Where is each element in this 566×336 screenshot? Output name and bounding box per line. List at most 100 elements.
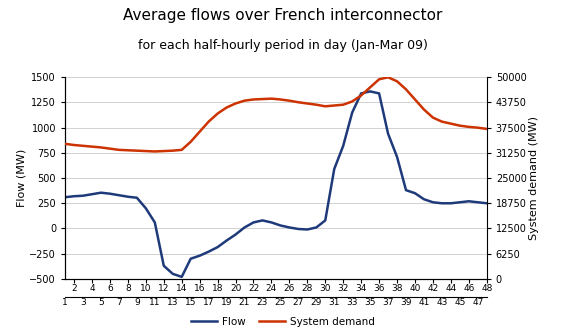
Flow [385, 132, 392, 136]
Flow [268, 220, 275, 224]
Flow [277, 223, 284, 227]
System demand [160, 149, 167, 153]
Flow [187, 257, 194, 261]
System demand [430, 116, 436, 120]
System demand [448, 122, 454, 126]
Flow [411, 191, 418, 195]
System demand [71, 143, 78, 147]
System demand [331, 103, 338, 108]
System demand [340, 103, 346, 107]
Line: System demand: System demand [65, 77, 487, 152]
Flow [448, 201, 454, 205]
System demand [259, 97, 266, 101]
Flow [125, 195, 131, 199]
Flow [115, 193, 122, 197]
System demand [169, 149, 176, 153]
Flow [376, 91, 383, 95]
Flow [483, 201, 490, 205]
System demand [115, 148, 122, 152]
System demand [439, 120, 445, 124]
Flow [465, 199, 472, 203]
System demand [322, 104, 329, 108]
Flow [331, 167, 338, 171]
System demand [152, 150, 158, 154]
Flow [313, 225, 320, 229]
System demand [143, 149, 149, 153]
Flow [349, 111, 355, 115]
Flow [106, 192, 113, 196]
Flow [71, 194, 78, 198]
System demand [89, 144, 96, 149]
Flow [456, 200, 463, 204]
System demand [358, 93, 365, 97]
System demand [402, 87, 409, 91]
Flow [421, 197, 427, 201]
System demand [349, 99, 355, 103]
System demand [232, 101, 239, 106]
Flow [322, 218, 329, 222]
Flow [304, 227, 311, 232]
Flow [295, 227, 302, 231]
System demand [295, 100, 302, 104]
System demand [178, 148, 185, 152]
System demand [106, 146, 113, 151]
Legend: Flow, System demand: Flow, System demand [187, 312, 379, 331]
System demand [187, 140, 194, 144]
Flow [160, 264, 167, 268]
System demand [80, 144, 87, 148]
Y-axis label: Flow (MW): Flow (MW) [16, 149, 27, 207]
System demand [205, 120, 212, 124]
Flow [393, 155, 400, 159]
System demand [268, 97, 275, 101]
Y-axis label: System demand (MW): System demand (MW) [529, 116, 539, 240]
Line: Flow: Flow [65, 91, 487, 277]
System demand [456, 124, 463, 128]
Text: for each half-hourly period in day (Jan-Mar 09): for each half-hourly period in day (Jan-… [138, 39, 428, 52]
Flow [80, 194, 87, 198]
System demand [134, 149, 140, 153]
Flow [169, 272, 176, 276]
System demand [465, 125, 472, 129]
Flow [241, 225, 248, 229]
Flow [250, 220, 257, 224]
Flow [205, 250, 212, 254]
Flow [223, 239, 230, 243]
System demand [393, 79, 400, 83]
System demand [286, 99, 293, 103]
Flow [89, 192, 96, 196]
System demand [313, 103, 320, 107]
Flow [340, 144, 346, 148]
Flow [97, 191, 104, 195]
System demand [385, 75, 392, 79]
Flow [474, 200, 481, 204]
Flow [358, 91, 365, 95]
Flow [214, 245, 221, 249]
Flow [232, 233, 239, 237]
System demand [367, 85, 374, 89]
Flow [178, 275, 185, 279]
Flow [143, 206, 149, 210]
System demand [474, 126, 481, 130]
Flow [402, 188, 409, 192]
Flow [134, 196, 140, 200]
Flow [439, 201, 445, 205]
Flow [430, 200, 436, 204]
System demand [376, 77, 383, 81]
System demand [411, 97, 418, 101]
Text: Average flows over French interconnector: Average flows over French interconnector [123, 8, 443, 24]
System demand [97, 145, 104, 150]
System demand [421, 108, 427, 112]
Flow [259, 218, 266, 222]
System demand [196, 130, 203, 134]
Flow [286, 225, 293, 229]
Flow [367, 89, 374, 93]
System demand [223, 106, 230, 110]
System demand [62, 142, 68, 146]
System demand [241, 99, 248, 103]
System demand [483, 127, 490, 131]
System demand [277, 97, 284, 101]
System demand [250, 97, 257, 101]
System demand [125, 148, 131, 152]
Flow [152, 220, 158, 224]
System demand [304, 101, 311, 106]
